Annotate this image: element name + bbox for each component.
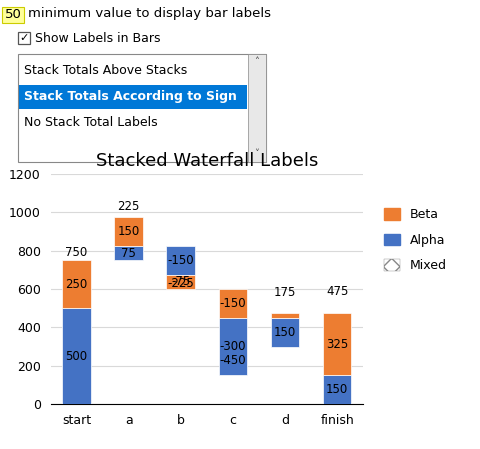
Text: 150: 150 (325, 383, 348, 396)
Text: 475: 475 (325, 286, 348, 299)
Bar (166, 275, 195, 289)
Bar (18, 32, 30, 44)
Text: ✓: ✓ (19, 33, 29, 43)
Text: 250: 250 (65, 278, 87, 291)
Text: -300: -300 (219, 340, 246, 353)
Text: 325: 325 (325, 338, 348, 351)
Text: -225: -225 (167, 277, 194, 290)
Text: Stack Totals According to Sign: Stack Totals According to Sign (24, 90, 236, 103)
Text: 750: 750 (65, 246, 87, 259)
Legend: Beta, Alpha, Mixed: Beta, Alpha, Mixed (378, 203, 451, 277)
Text: Stack Totals Above Stacks: Stack Totals Above Stacks (24, 64, 187, 77)
Bar (248, 54, 265, 162)
Text: 225: 225 (117, 200, 140, 213)
Text: 75: 75 (121, 247, 136, 260)
Text: 175: 175 (273, 286, 296, 299)
Text: -150: -150 (167, 254, 194, 267)
Bar (218, 318, 247, 375)
Bar (18, 54, 265, 162)
Text: Show Labels in Bars: Show Labels in Bars (35, 31, 160, 44)
Bar (270, 318, 299, 347)
Bar (62, 260, 91, 308)
Text: 150: 150 (273, 326, 296, 339)
Bar (114, 217, 143, 246)
Text: 500: 500 (65, 350, 87, 363)
Text: minimum value to display bar labels: minimum value to display bar labels (28, 8, 270, 21)
Text: -75: -75 (171, 275, 190, 288)
Bar (218, 289, 247, 318)
Text: -150: -150 (219, 297, 246, 310)
Bar (270, 313, 299, 318)
Text: ˅: ˅ (254, 149, 259, 159)
Text: No Stack Total Labels: No Stack Total Labels (24, 116, 157, 129)
Text: 150: 150 (117, 225, 140, 238)
Bar (166, 246, 195, 275)
Bar (19, 85, 247, 109)
Bar (2, 7, 24, 23)
Text: -450: -450 (219, 354, 246, 367)
Title: Stacked Waterfall Labels: Stacked Waterfall Labels (96, 152, 317, 170)
Text: ˄: ˄ (254, 57, 259, 67)
Bar (62, 308, 91, 404)
Bar (322, 313, 351, 375)
Text: 50: 50 (4, 8, 22, 21)
Bar (322, 375, 351, 404)
Bar (114, 246, 143, 260)
